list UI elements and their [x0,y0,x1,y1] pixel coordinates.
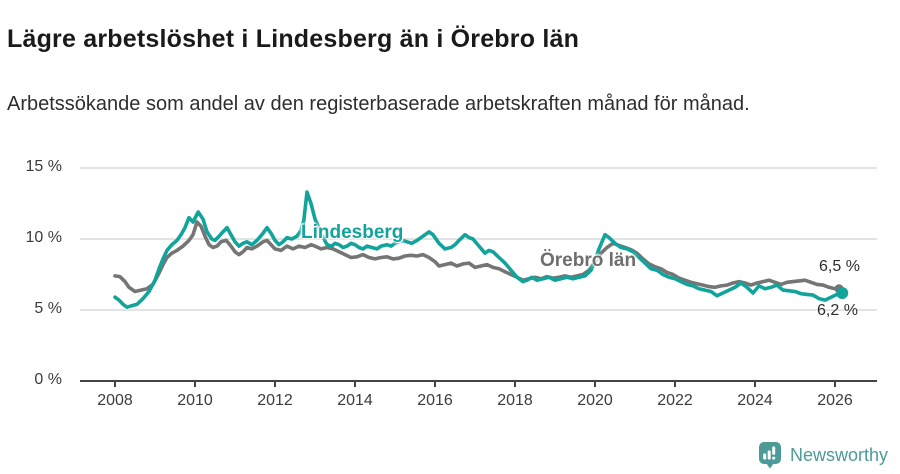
y-tick-label: 5 % [34,300,62,317]
x-tick-label: 2018 [497,392,533,409]
x-tick-label: 2016 [417,392,453,409]
series-line-orebro [113,220,841,294]
newsworthy-brand-text: Newsworthy [789,444,888,465]
x-tick-label: 2014 [337,392,373,409]
y-tick-label: 0 % [34,371,62,388]
x-tick-label: 2022 [657,392,693,409]
y-tick-label: 15 % [25,158,62,175]
end-value-lindesberg: 6,2 % [817,302,858,319]
end-dot-lindesberg [836,286,849,299]
series-line-lindesberg [113,190,844,309]
newsworthy-logo-icon [758,442,781,469]
series-label-lindesberg: Lindesberg [301,222,404,243]
page-title: Lägre arbetslöshet i Lindesberg än i Öre… [7,24,580,53]
y-tick-label: 10 % [25,229,62,246]
x-tick-label: 2020 [577,392,613,409]
x-tick-label: 2008 [97,392,133,409]
series-label-orebro: Örebro län [540,250,637,271]
chart-subtitle: Arbetssökande som andel av den registerb… [7,93,750,115]
x-tick-label: 2010 [177,392,213,409]
newsworthy-brand: Newsworthy [758,441,888,469]
end-value-orebro: 6,5 % [819,258,860,275]
x-tick-label: 2012 [257,392,293,409]
x-tick-label: 2026 [817,392,853,409]
x-tick-label: 2024 [737,392,773,409]
